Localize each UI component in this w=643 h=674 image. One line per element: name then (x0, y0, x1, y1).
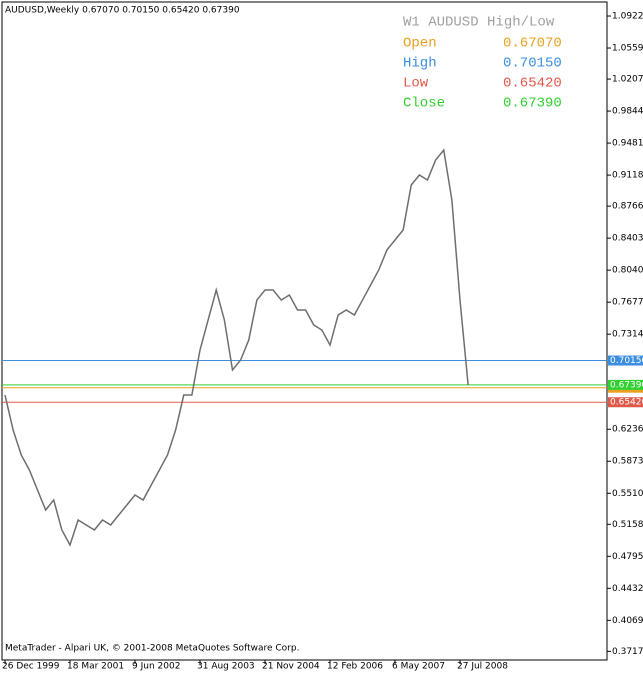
y-tick-label: 0.37170 (612, 647, 643, 657)
y-tick-label: 1.05590 (612, 44, 643, 54)
legend-name: Close (403, 96, 445, 112)
x-tick-label: 27 Jul 2008 (457, 662, 508, 672)
chart-title: AUDUSD,Weekly 0.67070 0.70150 0.65420 0.… (5, 6, 240, 16)
legend-value: 0.67070 (503, 36, 562, 52)
x-tick-label: 6 May 2007 (392, 662, 445, 672)
level-tag-label: 0.65420 (610, 398, 643, 408)
legend-name: High (403, 56, 437, 72)
level-tag-label: 0.67390 (610, 380, 643, 390)
x-tick-label: 21 Nov 2004 (262, 662, 320, 672)
x-tick-label: 31 Aug 2003 (197, 662, 255, 672)
price-line (4, 148, 469, 547)
x-tick-label: 18 Mar 2001 (67, 662, 124, 672)
legend-value: 0.65420 (503, 76, 562, 92)
x-tick-label: 26 Dec 1999 (2, 662, 60, 672)
level-tag-label: 0.70150 (610, 356, 643, 366)
level-tag (608, 397, 643, 408)
level-tag (608, 355, 643, 366)
legend-title: W1 AUDUSD High/Low (403, 15, 555, 31)
x-tick-label: 12 Feb 2006 (327, 662, 383, 672)
plot-frame (1, 1, 608, 661)
x-tick-label: 9 Jun 2002 (132, 662, 180, 672)
footer: MetaTrader - Alpari UK, © 2001-2008 Meta… (5, 644, 299, 654)
legend-name: Low (403, 76, 429, 92)
legend-value: 0.70150 (503, 56, 562, 72)
level-tag (608, 379, 643, 390)
legend-value: 0.67390 (503, 96, 562, 112)
legend-name: Open (403, 36, 437, 52)
y-tick-label: 1.09220 (612, 12, 643, 22)
